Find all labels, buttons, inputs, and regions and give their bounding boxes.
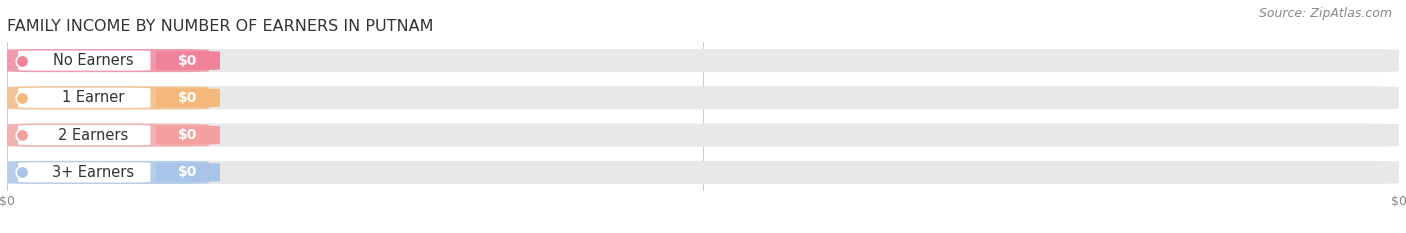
FancyBboxPatch shape	[18, 51, 150, 71]
Text: $0: $0	[179, 165, 198, 179]
Text: No Earners: No Earners	[53, 53, 134, 68]
FancyBboxPatch shape	[18, 88, 150, 108]
Text: Source: ZipAtlas.com: Source: ZipAtlas.com	[1258, 7, 1392, 20]
Text: 3+ Earners: 3+ Earners	[52, 165, 135, 180]
FancyBboxPatch shape	[156, 126, 219, 144]
Text: 2 Earners: 2 Earners	[58, 128, 128, 143]
FancyBboxPatch shape	[7, 123, 209, 147]
FancyBboxPatch shape	[156, 163, 219, 182]
FancyBboxPatch shape	[156, 51, 219, 70]
FancyBboxPatch shape	[7, 123, 1399, 147]
FancyBboxPatch shape	[7, 86, 209, 110]
FancyBboxPatch shape	[156, 89, 219, 107]
FancyBboxPatch shape	[7, 86, 1399, 110]
FancyBboxPatch shape	[18, 125, 150, 145]
Text: $0: $0	[179, 91, 198, 105]
Text: 1 Earner: 1 Earner	[62, 90, 125, 105]
FancyBboxPatch shape	[18, 162, 150, 182]
Text: FAMILY INCOME BY NUMBER OF EARNERS IN PUTNAM: FAMILY INCOME BY NUMBER OF EARNERS IN PU…	[7, 19, 433, 34]
FancyBboxPatch shape	[7, 161, 209, 184]
FancyBboxPatch shape	[7, 161, 1399, 184]
Text: $0: $0	[179, 128, 198, 142]
FancyBboxPatch shape	[7, 49, 209, 72]
Text: $0: $0	[179, 54, 198, 68]
FancyBboxPatch shape	[7, 49, 1399, 72]
